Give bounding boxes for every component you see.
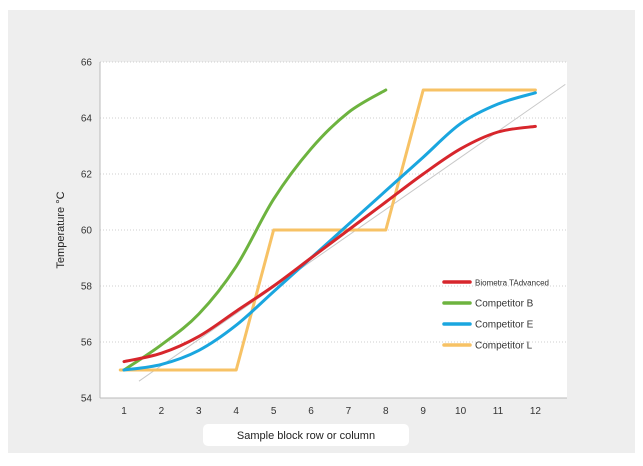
axes <box>99 62 567 399</box>
x-tick-label: 2 <box>159 406 165 417</box>
x-tick-label: 10 <box>455 406 467 417</box>
series-line <box>122 91 537 372</box>
x-tick-label: 12 <box>530 406 542 417</box>
x-tick-label: 6 <box>308 406 314 417</box>
y-tick-label: 60 <box>81 226 93 237</box>
x-axis-label: Sample block row or column <box>237 430 375 442</box>
x-tick-label: 8 <box>383 406 389 417</box>
x-tick-label: 1 <box>121 406 127 417</box>
y-axis-label: Temperature °C <box>55 191 67 268</box>
y-tick-label: 54 <box>81 394 93 405</box>
series-line <box>122 88 388 372</box>
legend: Biometra TAdvanced Competitor B Competitor… <box>442 279 549 352</box>
xlabel-badge <box>203 424 409 446</box>
legend-label: Competitor E <box>475 320 534 331</box>
y-tick-label: 62 <box>81 170 93 181</box>
x-tick-label: 3 <box>196 406 202 417</box>
y-tick-label: 56 <box>81 338 93 349</box>
legend-label: Competitor B <box>475 299 534 310</box>
y-tick-label: 66 <box>81 58 93 69</box>
legend-label: Competitor L <box>475 341 533 352</box>
legend-label: Biometra TAdvanced <box>475 279 549 288</box>
x-tick-label: 9 <box>420 406 426 417</box>
y-tick-label: 64 <box>81 114 93 125</box>
x-tick-label: 5 <box>271 406 277 417</box>
x-tick-label: 7 <box>346 406 352 417</box>
series-line <box>122 124 537 364</box>
series-line <box>118 88 537 372</box>
x-tick-label: 11 <box>493 406 504 417</box>
series-lines <box>118 88 537 372</box>
x-tick-label: 4 <box>233 406 239 417</box>
y-tick-label: 58 <box>81 282 93 293</box>
